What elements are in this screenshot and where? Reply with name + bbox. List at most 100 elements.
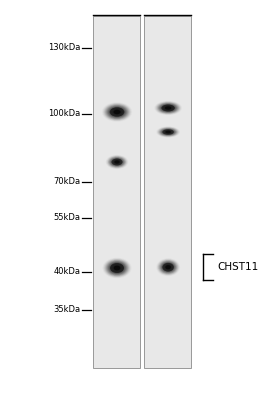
Ellipse shape	[158, 127, 179, 137]
Ellipse shape	[155, 101, 181, 115]
Ellipse shape	[163, 130, 173, 134]
Ellipse shape	[116, 267, 118, 269]
Ellipse shape	[114, 266, 120, 270]
Ellipse shape	[115, 111, 119, 113]
Ellipse shape	[106, 105, 128, 119]
Ellipse shape	[110, 158, 124, 166]
Text: 70kDa: 70kDa	[53, 178, 80, 186]
Ellipse shape	[165, 131, 171, 133]
Ellipse shape	[115, 160, 119, 164]
Bar	[93, 16, 140, 368]
Ellipse shape	[115, 267, 119, 269]
Ellipse shape	[112, 109, 122, 115]
Ellipse shape	[108, 106, 126, 118]
Ellipse shape	[166, 107, 170, 109]
Ellipse shape	[106, 260, 128, 276]
Ellipse shape	[108, 262, 126, 274]
Ellipse shape	[112, 264, 122, 272]
Ellipse shape	[160, 104, 176, 112]
Ellipse shape	[105, 104, 129, 120]
Ellipse shape	[162, 129, 174, 135]
Text: CHST11: CHST11	[217, 262, 259, 272]
Ellipse shape	[114, 160, 120, 164]
Ellipse shape	[114, 266, 121, 270]
Ellipse shape	[166, 266, 171, 269]
Ellipse shape	[112, 159, 122, 165]
Ellipse shape	[107, 155, 128, 169]
Ellipse shape	[161, 262, 175, 273]
Ellipse shape	[114, 110, 121, 114]
Ellipse shape	[157, 259, 179, 276]
Ellipse shape	[111, 264, 123, 272]
Ellipse shape	[115, 161, 119, 163]
Ellipse shape	[162, 129, 174, 135]
Ellipse shape	[163, 264, 173, 271]
Ellipse shape	[110, 263, 124, 273]
Ellipse shape	[167, 266, 169, 268]
Text: 55kDa: 55kDa	[53, 214, 80, 222]
Ellipse shape	[159, 103, 177, 113]
Text: 35kDa: 35kDa	[53, 306, 80, 314]
Ellipse shape	[162, 129, 175, 135]
Ellipse shape	[110, 107, 124, 117]
Ellipse shape	[110, 263, 124, 273]
Ellipse shape	[104, 258, 130, 278]
Text: 130kDa: 130kDa	[48, 44, 80, 52]
Ellipse shape	[114, 110, 120, 114]
Ellipse shape	[112, 158, 122, 166]
Ellipse shape	[112, 159, 122, 165]
Ellipse shape	[164, 264, 172, 270]
Ellipse shape	[159, 261, 177, 274]
Ellipse shape	[109, 262, 125, 274]
Ellipse shape	[113, 265, 121, 271]
Ellipse shape	[162, 262, 175, 272]
Text: 40kDa: 40kDa	[53, 268, 80, 276]
Ellipse shape	[167, 266, 170, 268]
Ellipse shape	[107, 106, 127, 118]
Ellipse shape	[116, 111, 118, 113]
Text: 100kDa: 100kDa	[48, 110, 80, 118]
Ellipse shape	[111, 108, 123, 116]
Ellipse shape	[160, 261, 176, 273]
Ellipse shape	[158, 259, 179, 275]
Ellipse shape	[161, 104, 175, 112]
Ellipse shape	[158, 128, 178, 136]
Ellipse shape	[158, 103, 178, 113]
Ellipse shape	[114, 160, 120, 164]
Ellipse shape	[160, 128, 176, 136]
Ellipse shape	[156, 102, 180, 114]
Bar	[143, 16, 191, 368]
Ellipse shape	[157, 102, 179, 114]
Ellipse shape	[161, 104, 175, 112]
Ellipse shape	[104, 104, 130, 120]
Ellipse shape	[162, 263, 174, 271]
Ellipse shape	[113, 160, 121, 164]
Ellipse shape	[164, 106, 172, 110]
Ellipse shape	[162, 105, 175, 111]
Ellipse shape	[104, 259, 130, 277]
Ellipse shape	[164, 130, 172, 134]
Ellipse shape	[111, 158, 123, 166]
Ellipse shape	[158, 260, 178, 274]
Ellipse shape	[165, 265, 171, 270]
Ellipse shape	[113, 109, 121, 115]
Ellipse shape	[157, 127, 179, 137]
Ellipse shape	[107, 156, 127, 168]
Ellipse shape	[165, 130, 171, 134]
Ellipse shape	[110, 108, 124, 116]
Ellipse shape	[159, 128, 177, 136]
Ellipse shape	[165, 106, 171, 110]
Ellipse shape	[165, 265, 171, 269]
Ellipse shape	[167, 131, 170, 133]
Ellipse shape	[109, 107, 125, 117]
Ellipse shape	[108, 156, 126, 168]
Ellipse shape	[166, 131, 171, 133]
Ellipse shape	[161, 129, 175, 135]
Ellipse shape	[162, 105, 174, 111]
Ellipse shape	[109, 157, 125, 167]
Ellipse shape	[164, 106, 173, 110]
Ellipse shape	[109, 157, 125, 167]
Ellipse shape	[107, 261, 127, 275]
Ellipse shape	[162, 263, 174, 272]
Ellipse shape	[105, 260, 129, 276]
